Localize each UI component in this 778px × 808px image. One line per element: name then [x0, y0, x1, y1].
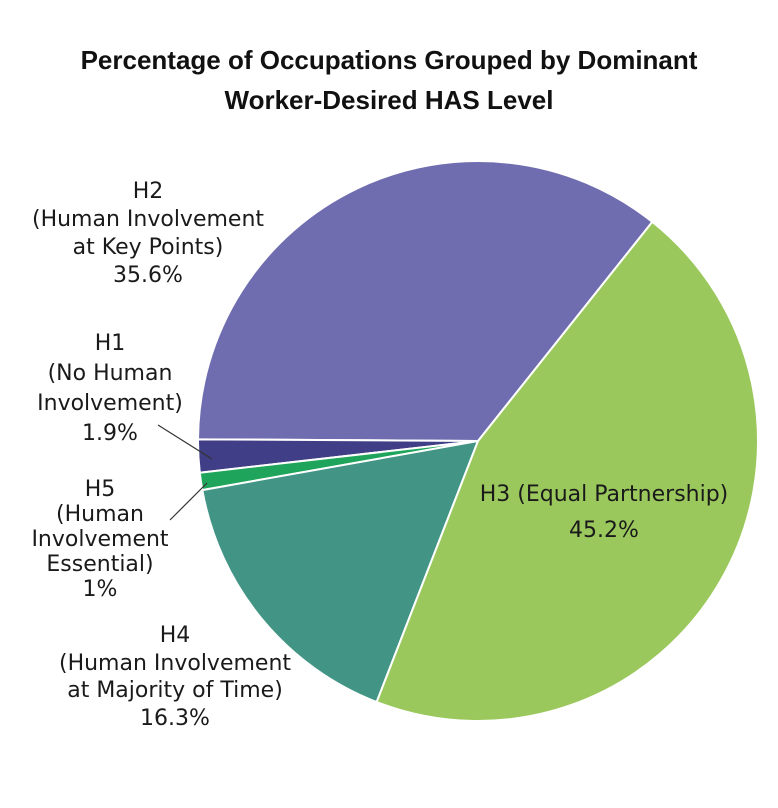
pie-slice [196, 160, 654, 443]
slice-label: H1 (No Human Involvement) 1.9% [0, 329, 270, 449]
pie-slice [375, 220, 759, 722]
category-label: H5 (Human Involvement Essential) [31, 477, 169, 577]
value-label: 1% [82, 577, 118, 602]
category-label: H2 (Human Involvement at Key Points) [31, 179, 265, 260]
value-label: 1.9% [82, 421, 138, 446]
leader-line [157, 424, 213, 460]
slice-label: H2 (Human Involvement at Key Points) 35.6… [0, 178, 308, 290]
pie-slice [201, 439, 480, 704]
leader-line [169, 482, 208, 521]
value-label: 35.6% [113, 263, 183, 288]
slice-label: H3 (Equal Partnership) 45.2% [444, 477, 764, 549]
slice-label: H5 (Human Involvement Essential) 1% [0, 477, 260, 602]
value-label: 45.2% [569, 518, 639, 543]
category-label: H4 (Human Involvement at Majority of Tim… [58, 623, 292, 703]
slice-label: H4 (Human Involvement at Majority of Tim… [15, 622, 335, 732]
category-label: H3 (Equal Partnership) [479, 482, 729, 507]
category-label: H1 (No Human Involvement) [37, 331, 183, 416]
value-label: 16.3% [140, 705, 210, 731]
chart-title: Percentage of Occupations Grouped by Dom… [80, 45, 698, 115]
